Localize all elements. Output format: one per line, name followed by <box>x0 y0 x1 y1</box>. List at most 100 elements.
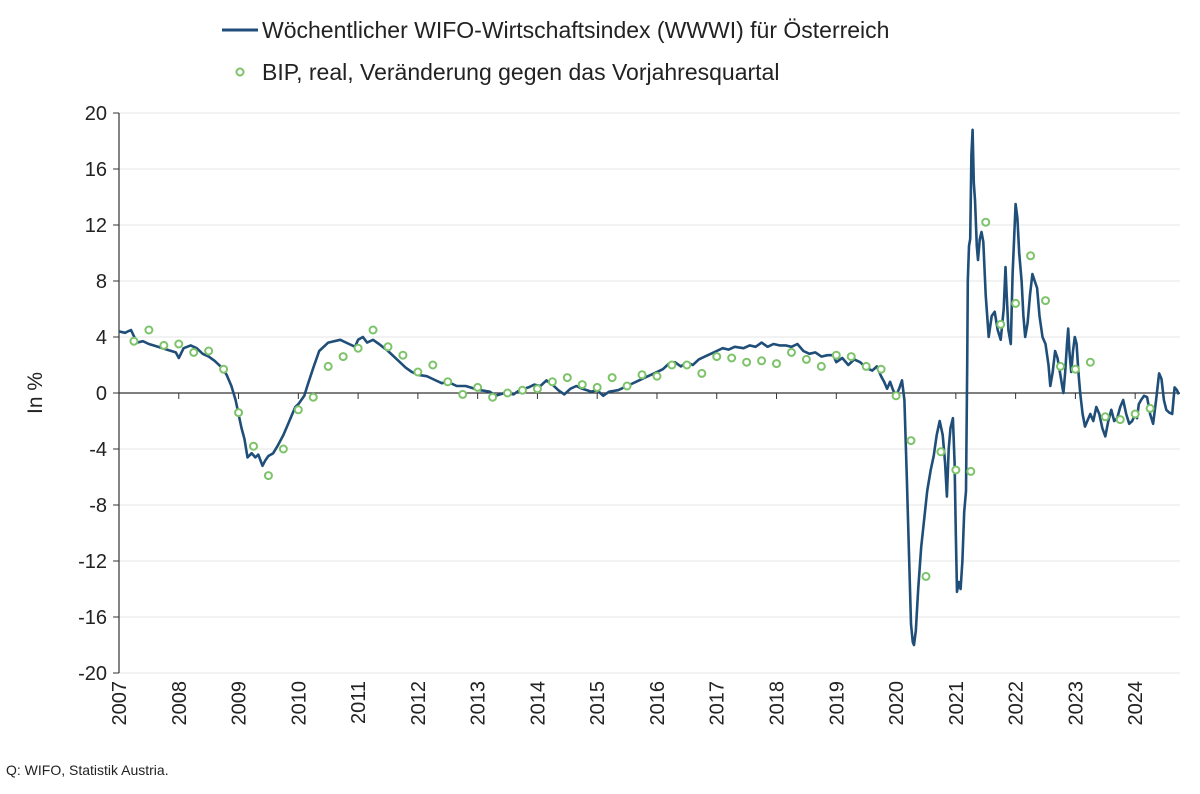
bip-point-40 <box>727 353 737 363</box>
bip-point-12 <box>308 392 318 402</box>
x-tick-label-14: 2021 <box>946 681 968 726</box>
bip-point-50 <box>876 364 886 374</box>
x-tick-label-12: 2019 <box>826 681 848 726</box>
bip-point-11 <box>293 405 303 415</box>
y-tick-label-8: -12 <box>78 551 107 573</box>
bip-point-19 <box>413 367 423 377</box>
y-tick-label-5: 0 <box>96 383 107 405</box>
bip-point-23 <box>473 382 483 392</box>
bip-point-48 <box>846 352 856 362</box>
y-tick-label-3: 8 <box>96 271 107 293</box>
bip-point-49 <box>861 361 871 371</box>
y-tick-label-1: 16 <box>85 159 107 181</box>
bip-point-51 <box>891 391 901 401</box>
x-tick-label-5: 2012 <box>408 681 430 726</box>
bip-point-44 <box>786 347 796 357</box>
x-tick-label-2: 2009 <box>229 681 251 726</box>
bip-point-33 <box>622 381 632 391</box>
legend-label-bip: BIP, real, Veränderung gegen das Vorjahr… <box>262 59 779 85</box>
y-tick-label-7: -8 <box>89 495 107 517</box>
bip-point-62 <box>1055 361 1065 371</box>
bip-point-7 <box>234 408 244 418</box>
x-tick-label-16: 2023 <box>1065 681 1087 726</box>
x-tick-label-3: 2010 <box>288 681 310 726</box>
bip-point-37 <box>682 360 692 370</box>
bip-point-59 <box>1011 298 1021 308</box>
bip-point-35 <box>652 371 662 381</box>
bip-point-63 <box>1070 364 1080 374</box>
bip-point-9 <box>263 471 273 481</box>
series-wwwi <box>118 128 1180 647</box>
bip-point-10 <box>278 444 288 454</box>
y-axis-title: In % <box>24 372 47 414</box>
bip-point-36 <box>667 360 677 370</box>
y-axis-ticks: 20 16 12 8 4 0 -4 -8 -12 -16 -20 <box>78 103 119 685</box>
bip-point-41 <box>742 357 752 367</box>
bip-point-39 <box>712 352 722 362</box>
bip-point-66 <box>1115 415 1125 425</box>
y-tick-label-2: 12 <box>85 215 107 237</box>
bip-point-53 <box>921 571 931 581</box>
legend: Wöchentlicher WIFO-Wirtschaftsindex (WWW… <box>222 17 889 85</box>
bip-point-16 <box>368 325 378 335</box>
bip-point-61 <box>1041 296 1051 306</box>
legend-label-wwwi: Wöchentlicher WIFO-Wirtschaftsindex (WWW… <box>262 17 889 43</box>
source-note: Q: WIFO, Statistik Austria. <box>6 762 169 778</box>
x-tick-label-10: 2017 <box>707 681 729 726</box>
bip-point-56 <box>966 466 976 476</box>
y-tick-label-4: 4 <box>96 327 107 349</box>
bip-point-6 <box>219 364 229 374</box>
bip-point-65 <box>1100 412 1110 422</box>
y-tick-label-9: -16 <box>78 607 107 629</box>
bip-point-47 <box>831 350 841 360</box>
bip-point-67 <box>1130 409 1140 419</box>
bip-point-46 <box>816 361 826 371</box>
x-tick-label-1: 2008 <box>169 681 191 726</box>
bip-point-60 <box>1026 251 1036 261</box>
bip-point-25 <box>503 388 513 398</box>
x-tick-label-8: 2015 <box>587 681 609 726</box>
legend-marker-swatch <box>235 67 245 77</box>
bip-point-26 <box>517 385 527 395</box>
x-tick-label-7: 2014 <box>527 681 549 726</box>
bip-point-55 <box>951 465 961 475</box>
x-tick-label-0: 2007 <box>109 681 131 726</box>
bip-point-29 <box>562 373 572 383</box>
x-tick-label-11: 2018 <box>767 681 789 726</box>
bip-point-8 <box>248 441 258 451</box>
bip-point-5 <box>204 346 214 356</box>
bip-point-14 <box>338 352 348 362</box>
series-line-wwwi <box>118 128 1180 647</box>
bip-point-4 <box>189 347 199 357</box>
bip-point-0 <box>129 336 139 346</box>
series-bip <box>129 217 1155 581</box>
bip-point-64 <box>1085 357 1095 367</box>
bip-point-57 <box>981 217 991 227</box>
bip-point-21 <box>443 377 453 387</box>
bip-point-45 <box>801 354 811 364</box>
bip-point-32 <box>607 373 617 383</box>
x-tick-label-4: 2011 <box>348 681 370 724</box>
bip-point-28 <box>547 377 557 387</box>
bip-point-27 <box>532 384 542 394</box>
bip-point-30 <box>577 380 587 390</box>
bip-point-1 <box>144 325 154 335</box>
x-tick-label-17: 2024 <box>1125 681 1147 726</box>
bip-point-13 <box>323 361 333 371</box>
bip-point-68 <box>1145 403 1155 413</box>
y-tick-label-0: 20 <box>85 103 107 125</box>
bip-point-58 <box>996 319 1006 329</box>
bip-point-20 <box>428 360 438 370</box>
bip-point-52 <box>906 436 916 446</box>
x-tick-label-6: 2013 <box>468 681 490 726</box>
y-tick-label-10: -20 <box>78 663 107 685</box>
x-tick-label-15: 2022 <box>1006 681 1028 726</box>
bip-point-3 <box>174 339 184 349</box>
bip-point-54 <box>936 447 946 457</box>
bip-point-18 <box>398 350 408 360</box>
bip-point-15 <box>353 343 363 353</box>
x-axis-ticks: 2007 2008 2009 2010 2011 2012 2013 2014 2015 2016… <box>109 393 1147 726</box>
bip-point-2 <box>159 340 169 350</box>
bip-point-34 <box>637 370 647 380</box>
